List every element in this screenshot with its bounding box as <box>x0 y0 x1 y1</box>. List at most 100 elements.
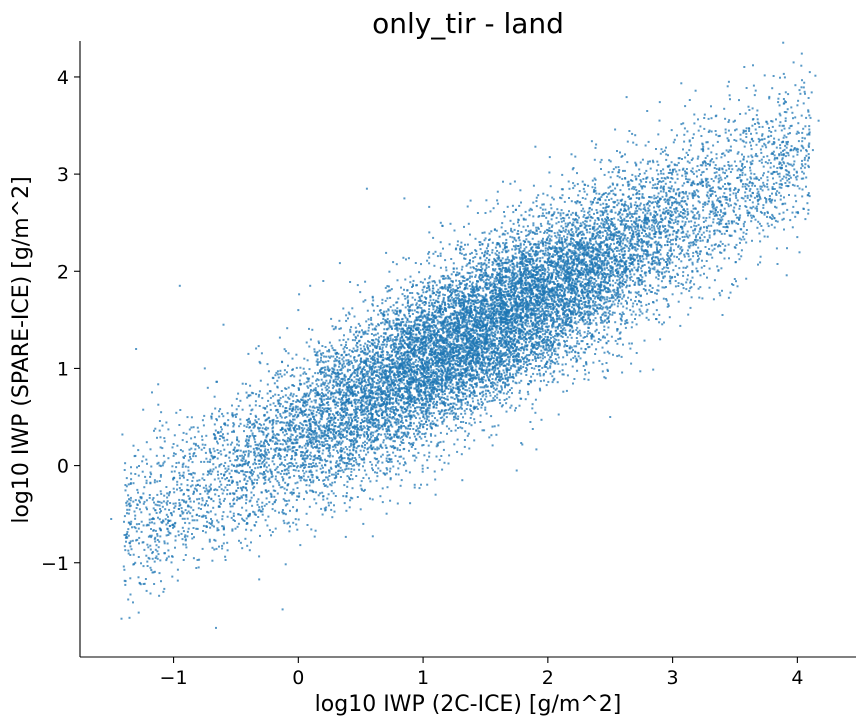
data-point <box>366 430 368 433</box>
data-point <box>243 477 246 480</box>
data-point <box>224 467 227 470</box>
data-point <box>224 478 227 481</box>
data-point <box>473 286 476 289</box>
data-point <box>654 256 657 259</box>
data-point <box>356 384 359 387</box>
data-point <box>301 396 304 399</box>
data-point <box>540 349 543 352</box>
data-point <box>442 247 444 250</box>
data-point <box>404 330 407 333</box>
data-point <box>519 349 522 352</box>
data-point <box>520 356 523 359</box>
data-point <box>527 332 530 335</box>
data-point <box>364 384 367 387</box>
data-point <box>579 251 582 254</box>
data-point <box>451 412 454 415</box>
data-point <box>292 418 294 421</box>
data-point <box>369 377 372 380</box>
data-point <box>678 203 681 206</box>
data-point <box>724 172 726 175</box>
data-point <box>408 312 410 315</box>
data-point <box>344 405 347 408</box>
data-point <box>640 278 643 281</box>
data-point <box>511 392 513 395</box>
data-point <box>415 344 418 346</box>
data-point <box>392 374 395 376</box>
data-point <box>543 254 546 257</box>
data-point <box>231 505 234 508</box>
data-point <box>541 324 544 327</box>
data-point <box>369 426 372 429</box>
data-point <box>609 236 612 239</box>
data-point <box>720 251 723 254</box>
data-point <box>295 411 298 414</box>
data-point <box>290 442 293 445</box>
data-point <box>449 298 452 301</box>
data-point <box>594 330 597 333</box>
data-point <box>501 388 503 391</box>
data-point <box>608 192 611 195</box>
data-point <box>770 199 773 202</box>
data-point <box>430 376 432 378</box>
data-point <box>510 365 513 367</box>
data-point <box>407 345 410 348</box>
data-point <box>587 287 590 290</box>
data-point <box>376 359 379 362</box>
data-point <box>408 424 411 427</box>
data-point <box>596 262 598 265</box>
data-point <box>564 323 567 326</box>
data-point <box>435 402 438 405</box>
data-point <box>621 233 624 236</box>
data-point <box>163 587 166 590</box>
data-point <box>569 288 572 291</box>
data-point <box>756 177 759 180</box>
data-point <box>180 510 183 513</box>
data-point <box>719 209 722 212</box>
data-point <box>163 437 166 440</box>
data-point <box>345 509 348 512</box>
data-point <box>420 437 423 440</box>
data-point <box>427 409 430 412</box>
data-point <box>584 226 587 229</box>
data-point <box>754 123 756 125</box>
data-point <box>537 226 540 229</box>
data-point <box>742 197 745 200</box>
data-point <box>243 520 246 522</box>
data-point <box>515 287 518 290</box>
data-point <box>343 350 346 353</box>
data-point <box>461 265 464 268</box>
data-point <box>381 302 384 305</box>
data-point <box>545 296 548 299</box>
data-point <box>629 347 632 350</box>
data-point <box>708 267 711 270</box>
data-point <box>221 477 224 480</box>
data-point <box>425 396 428 399</box>
data-point <box>526 348 529 351</box>
data-point <box>635 212 638 215</box>
data-point <box>237 497 240 500</box>
data-point <box>494 246 497 249</box>
data-point <box>401 370 404 373</box>
data-point <box>610 265 613 268</box>
data-point <box>769 162 772 164</box>
data-point <box>130 520 133 523</box>
data-point <box>489 394 492 397</box>
chart-title: only_tir - land <box>372 7 564 40</box>
data-point <box>306 424 309 427</box>
data-point <box>374 346 377 349</box>
data-point <box>403 324 406 327</box>
data-point <box>539 298 542 301</box>
data-point <box>594 178 597 181</box>
data-point <box>563 282 566 285</box>
data-point <box>475 296 478 299</box>
data-point <box>719 240 722 243</box>
data-point <box>601 289 604 292</box>
data-point <box>758 179 761 181</box>
data-point <box>348 378 351 380</box>
data-point <box>802 86 805 89</box>
data-point <box>136 538 139 541</box>
data-point <box>341 435 344 438</box>
data-point <box>318 434 321 437</box>
data-point <box>565 252 568 255</box>
data-point <box>360 408 363 411</box>
